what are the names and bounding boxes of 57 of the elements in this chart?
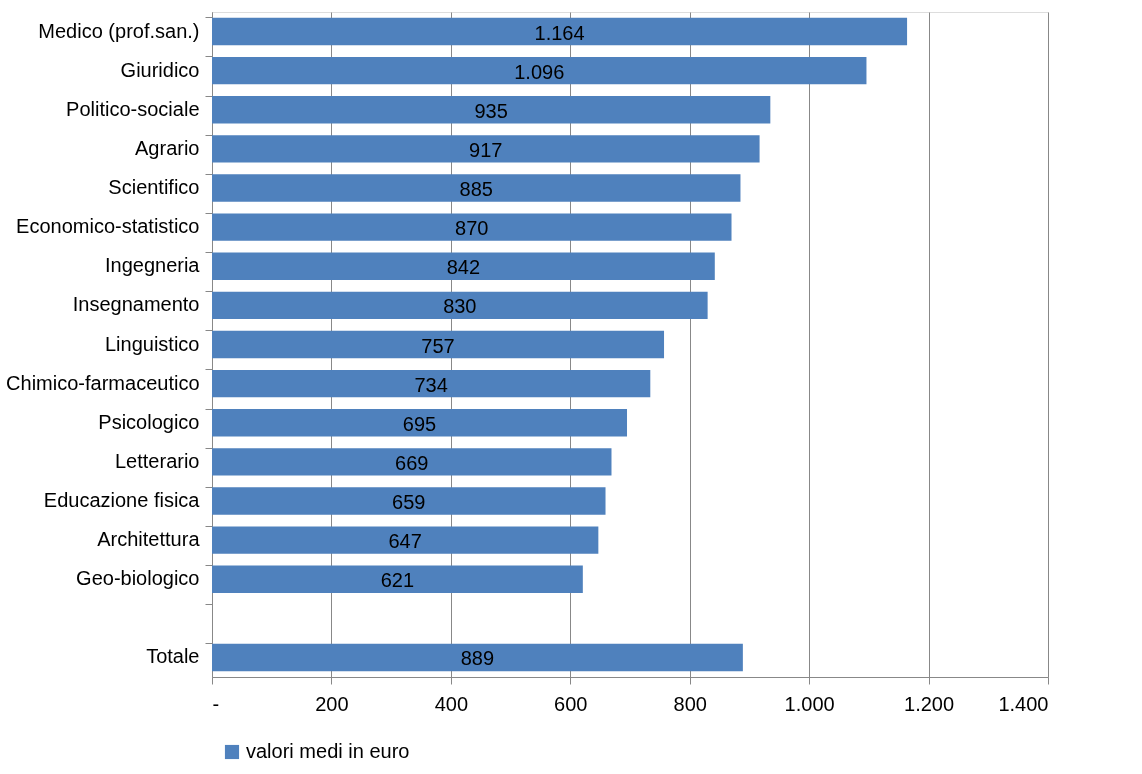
bar <box>212 252 715 280</box>
bar <box>212 526 599 554</box>
data-label: 885 <box>459 178 493 201</box>
x-tick-label: 200 <box>315 692 349 715</box>
data-label: 1.096 <box>514 60 565 83</box>
bar <box>212 135 760 163</box>
data-label: 757 <box>421 334 455 357</box>
data-label: 695 <box>402 412 437 435</box>
y-tick-label: Chimico-farmaceutico <box>6 371 200 394</box>
data-label: 647 <box>388 530 422 553</box>
y-tick-label: Medico (prof.san.) <box>38 19 200 42</box>
x-tick-label: - <box>212 692 220 715</box>
x-tick-label: 1.400 <box>998 692 1049 715</box>
bar <box>212 56 867 85</box>
y-tick-label: Educazione fisica <box>43 488 201 511</box>
bar <box>212 565 583 593</box>
data-label: 842 <box>446 256 481 279</box>
data-label: 669 <box>395 451 429 474</box>
bar <box>212 96 771 124</box>
y-tick-label: Politico-sociale <box>66 97 200 120</box>
data-label: 621 <box>380 569 415 592</box>
data-label: 659 <box>392 490 426 513</box>
bar <box>212 409 628 437</box>
bar <box>212 643 743 672</box>
bar <box>212 448 612 476</box>
bar <box>212 17 908 46</box>
data-label: 734 <box>414 373 448 396</box>
bar <box>212 291 708 320</box>
y-tick-label: Architettura <box>97 528 201 551</box>
y-tick-label: Letterario <box>115 449 200 472</box>
y-tick-label: Economico-statistico <box>16 215 200 238</box>
data-label: 1.164 <box>534 21 585 44</box>
y-tick-label: Giuridico <box>120 58 200 81</box>
y-tick-label: Ingegneria <box>104 254 201 277</box>
x-tick-label: 600 <box>554 692 588 715</box>
bar <box>212 174 741 202</box>
y-tick-label: Agrario <box>135 136 200 159</box>
data-label: 889 <box>460 647 495 670</box>
data-label: 917 <box>469 138 503 161</box>
y-tick-label: Linguistico <box>104 332 200 355</box>
y-tick-label: Totale <box>146 645 200 668</box>
bar <box>212 213 732 241</box>
bar <box>212 487 606 515</box>
y-tick-label: Psicologico <box>98 410 200 433</box>
y-tick-label: Insegnamento <box>72 293 200 316</box>
data-label: 830 <box>443 295 477 318</box>
data-label: 935 <box>474 99 508 122</box>
y-tick-label: Geo-biologico <box>76 567 200 590</box>
x-tick-label: 1.000 <box>784 692 835 715</box>
bar <box>212 330 665 359</box>
y-tick-label: Scientifico <box>108 176 200 199</box>
bar <box>212 369 651 398</box>
legend-label: valori medi in euro <box>246 740 410 762</box>
x-tick-label: 800 <box>673 692 707 715</box>
x-tick-label: 1.200 <box>904 692 955 715</box>
data-label: 870 <box>455 217 489 240</box>
x-tick-label: 400 <box>434 692 469 715</box>
